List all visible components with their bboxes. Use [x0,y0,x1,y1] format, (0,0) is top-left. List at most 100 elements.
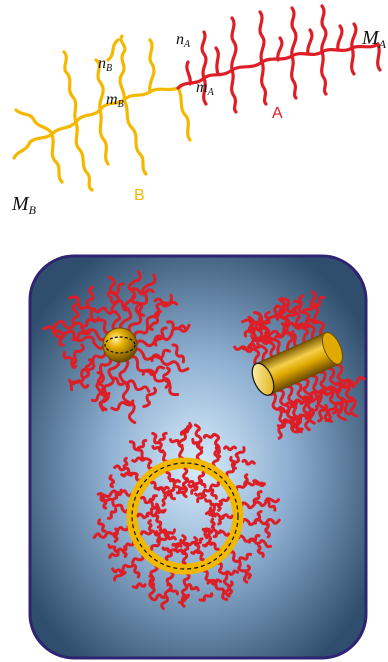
corona-chain [212,529,223,539]
block-b-label: B [134,187,145,204]
block-b-chains [12,34,192,192]
corona-chain [52,323,66,347]
corona-chain [317,403,328,423]
corona-chain [80,316,100,328]
corona-chain [241,518,281,526]
vesicle-inner-corona [136,467,234,565]
corona-chain [252,479,265,486]
corona-chain [148,574,156,589]
corona-chain [160,570,175,611]
corona-chain [158,431,168,444]
corona-chain [150,348,171,362]
corona-chain [275,303,291,321]
corona-chain [203,432,219,439]
corona-chain [204,498,215,507]
corona-chain [186,583,200,592]
corona-chain [113,464,142,482]
corona-chain [196,481,220,504]
corona-chain [178,593,190,604]
corona-chain [62,351,78,369]
block-a-chains [176,4,382,114]
corona-chain [217,514,225,526]
label-n-b: nB [98,55,112,74]
label-m-a-big: MA [361,27,387,51]
corona-chain [120,471,134,478]
corona-chain [210,517,216,530]
corona-chain [181,467,189,499]
corona-chain [228,550,249,584]
corona-chain [181,534,190,565]
spherical-micelle-corona [42,269,191,425]
corona-chain [122,456,129,470]
block-a-label: A [272,105,283,122]
corona-chain [164,538,183,561]
spherical-micelle [42,269,191,425]
corona-chain [277,421,287,440]
corona-chain [112,488,123,501]
corona-chain [121,545,128,558]
corona-chain [256,544,265,558]
corona-chain [68,295,112,335]
corona-chain [195,537,204,547]
corona-chain [151,431,168,463]
corona-chain [264,522,271,539]
corona-chain [294,381,313,432]
corona-chain [243,473,249,487]
corona-chain [109,295,130,312]
top-labels: MB nB mB nA mA MA A B [11,27,387,217]
corona-chain [206,578,223,586]
corona-chain [71,303,80,325]
corona-chain [169,478,181,484]
corona-chain [92,525,130,539]
corona-chain [280,321,302,331]
corona-chain [309,390,329,399]
corona-chain [148,310,162,331]
corona-chain [229,456,238,470]
corona-chain [216,561,232,598]
corona-chain [151,593,167,602]
corona-chain [187,483,199,490]
corona-chain [132,293,173,340]
corona-chain [112,527,119,543]
corona-chain [106,282,125,298]
corona-chain [142,386,158,409]
corona-chain [300,318,320,327]
corona-chain [276,416,294,428]
corona-chain [83,358,94,379]
corona-chain [131,563,141,579]
corona-chain [179,424,193,436]
label-m-a: mA [196,79,215,98]
corona-chain [145,506,156,518]
corona-chain [311,374,334,423]
vesicle [92,421,281,611]
corona-chain [191,438,204,450]
corona-chain [336,396,355,412]
corona-chain [99,495,108,510]
corona-chain [161,546,172,554]
corona-chain [304,404,319,420]
corona-chain [259,310,271,330]
corona-chain [275,329,295,339]
corona-chain [118,359,137,425]
corona-chain [107,543,119,553]
corona-chain [198,592,214,602]
corona-chain [204,527,211,540]
vesicle-membrane-midline [131,462,239,570]
corona-chain [292,299,318,342]
corona-chain [190,549,202,555]
corona-chain [108,474,116,489]
cylindrical-micelle [233,290,366,440]
corona-chain [183,540,196,547]
corona-chain [161,494,168,507]
corona-chain [241,458,256,466]
corona-chain [113,554,145,582]
corona-chain [253,510,263,525]
corona-chain [110,399,135,412]
corona-chain [309,290,326,338]
corona-chain [174,548,187,556]
corona-chain [335,363,359,418]
corona-chain [214,444,222,458]
label-m-b-big: MB [11,193,37,217]
corona-chain [224,569,240,576]
corona-chain [118,269,142,331]
